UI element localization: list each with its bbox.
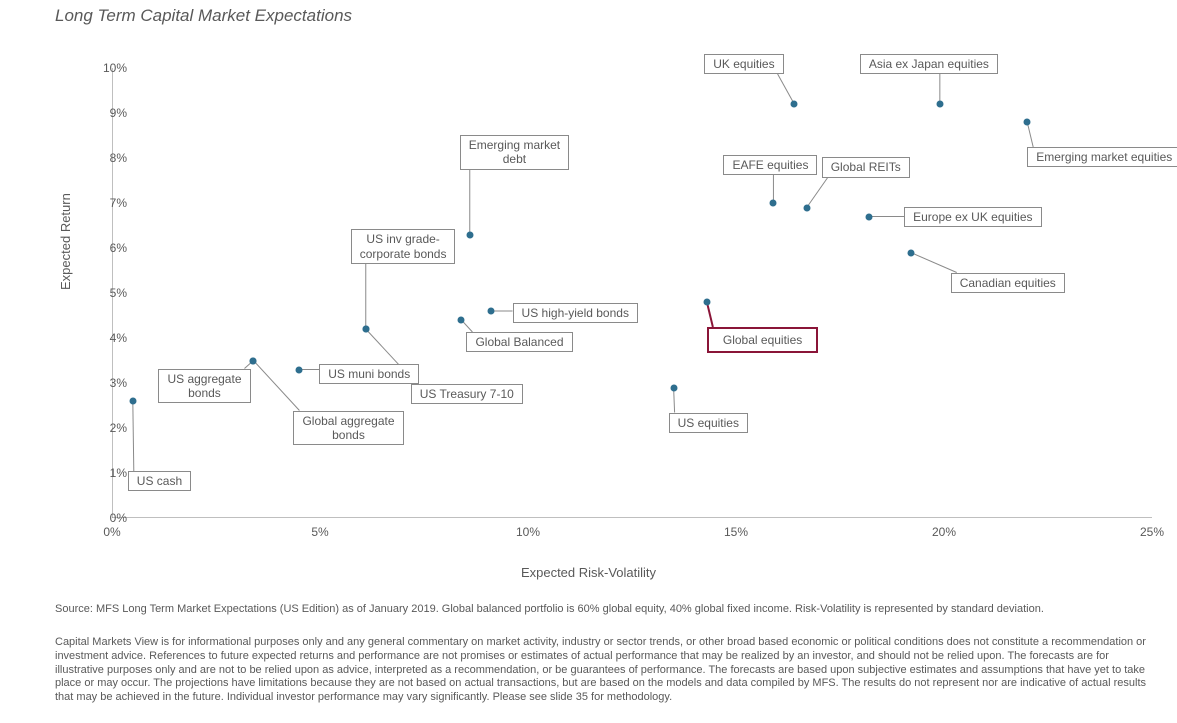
- callout-us-high-yield: US high-yield bonds: [513, 303, 638, 323]
- callout-text: US high-yield bonds: [522, 306, 629, 320]
- callout-us-equities: US equities: [669, 413, 748, 433]
- footnote-source: Source: MFS Long Term Market Expectation…: [55, 603, 1157, 617]
- callout-canadian-equities: Canadian equities: [951, 273, 1065, 293]
- callout-text: UK equities: [713, 57, 774, 71]
- callout-text: US aggregate: [167, 372, 241, 386]
- y-tick-label: 1%: [87, 466, 127, 480]
- callout-us-inv-grade: US inv grade-corporate bonds: [351, 229, 456, 264]
- y-tick-label: 3%: [87, 376, 127, 390]
- marker-asia-ex-japan: [936, 101, 943, 108]
- callout-text: debt: [469, 152, 560, 166]
- footnote-disclaimer: Capital Markets View is for informationa…: [55, 636, 1157, 705]
- callout-global-reits: Global REITs: [822, 157, 910, 177]
- callout-us-aggregate-bonds: US aggregatebonds: [158, 369, 250, 404]
- callout-text: Emerging market equities: [1036, 150, 1172, 164]
- y-tick-label: 0%: [87, 511, 127, 525]
- callout-text: Global Balanced: [475, 335, 563, 349]
- marker-emerging-debt: [466, 231, 473, 238]
- y-tick-label: 2%: [87, 421, 127, 435]
- y-tick-label: 8%: [87, 151, 127, 165]
- callout-text: Global aggregate: [302, 414, 394, 428]
- callout-text: Canadian equities: [960, 276, 1056, 290]
- callout-text: US cash: [137, 474, 182, 488]
- marker-emerging-equities: [1024, 119, 1031, 126]
- marker-global-equities: [703, 299, 710, 306]
- callout-emerging-debt: Emerging marketdebt: [460, 135, 569, 170]
- marker-us-high-yield: [487, 308, 494, 315]
- callout-global-balanced: Global Balanced: [466, 332, 572, 352]
- y-tick-label: 5%: [87, 286, 127, 300]
- callout-text: US equities: [678, 416, 739, 430]
- callout-eafe-equities: EAFE equities: [723, 155, 817, 175]
- x-axis-title: Expected Risk-Volatility: [0, 565, 1177, 580]
- callout-us-cash: US cash: [128, 471, 191, 491]
- callout-text: Global REITs: [831, 160, 901, 174]
- callout-text: Europe ex UK equities: [913, 210, 1032, 224]
- callout-text: bonds: [167, 386, 241, 400]
- callout-text: US Treasury 7-10: [420, 387, 514, 401]
- marker-canadian-equities: [907, 249, 914, 256]
- callout-us-muni-bonds: US muni bonds: [319, 364, 419, 384]
- marker-global-balanced: [458, 317, 465, 324]
- callout-text: Emerging market: [469, 138, 560, 152]
- callout-emerging-equities: Emerging market equities: [1027, 147, 1177, 167]
- marker-us-treasury-7-10: [362, 326, 369, 333]
- marker-us-muni-bonds: [296, 366, 303, 373]
- x-tick-label: 25%: [1140, 525, 1164, 539]
- callout-us-treasury-7-10: US Treasury 7-10: [411, 384, 523, 404]
- callout-text: EAFE equities: [732, 158, 808, 172]
- x-tick-label: 10%: [516, 525, 540, 539]
- marker-global-reits: [803, 204, 810, 211]
- y-tick-label: 4%: [87, 331, 127, 345]
- y-tick-label: 6%: [87, 241, 127, 255]
- callout-text: bonds: [302, 428, 394, 442]
- callout-text: Global equities: [723, 333, 802, 347]
- marker-europe-ex-uk: [866, 213, 873, 220]
- marker-us-equities: [670, 384, 677, 391]
- chart-title: Long Term Capital Market Expectations: [55, 6, 352, 26]
- scatter-chart: US cashUS aggregatebondsUS muni bondsGlo…: [112, 68, 1152, 518]
- callout-asia-ex-japan: Asia ex Japan equities: [860, 54, 998, 74]
- y-axis-title: Expected Return: [58, 193, 73, 290]
- callout-global-equities: Global equities: [707, 327, 818, 353]
- y-tick-label: 9%: [87, 106, 127, 120]
- y-tick-label: 7%: [87, 196, 127, 210]
- callout-text: US muni bonds: [328, 367, 410, 381]
- marker-uk-equities: [791, 101, 798, 108]
- callout-text: Asia ex Japan equities: [869, 57, 989, 71]
- x-tick-label: 0%: [103, 525, 120, 539]
- x-tick-label: 20%: [932, 525, 956, 539]
- marker-us-cash: [129, 398, 136, 405]
- chart-svg: [112, 68, 1152, 518]
- callout-text: corporate bonds: [360, 247, 447, 261]
- callout-europe-ex-uk: Europe ex UK equities: [904, 207, 1041, 227]
- x-tick-label: 5%: [311, 525, 328, 539]
- x-tick-label: 15%: [724, 525, 748, 539]
- marker-eafe-equities: [770, 200, 777, 207]
- y-tick-label: 10%: [87, 61, 127, 75]
- marker-global-aggregate: [250, 357, 257, 364]
- callout-text: US inv grade-: [360, 232, 447, 246]
- callout-uk-equities: UK equities: [704, 54, 783, 74]
- callout-global-aggregate: Global aggregatebonds: [293, 411, 403, 446]
